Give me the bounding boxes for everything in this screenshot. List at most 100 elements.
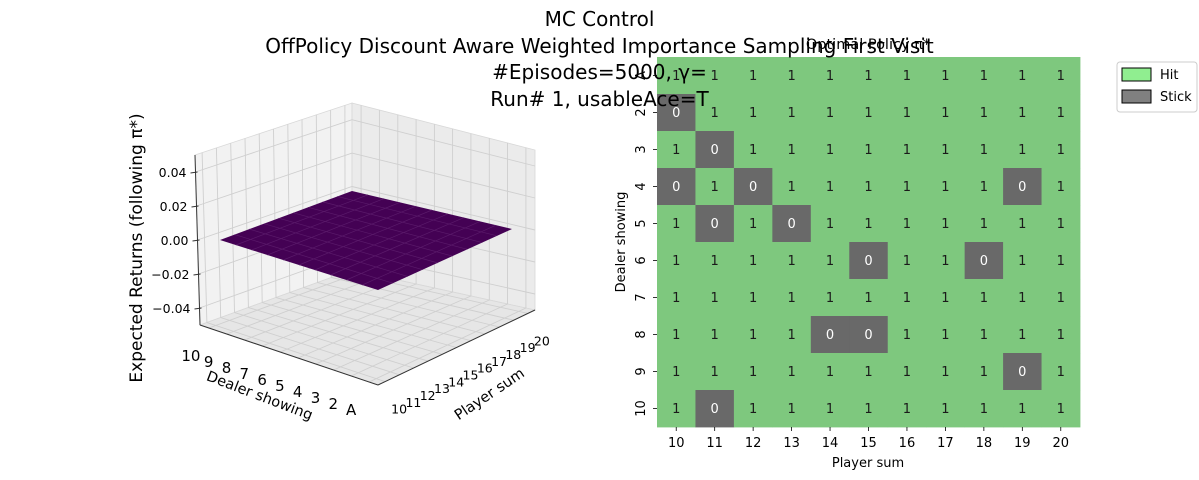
heatmap-cell-label: 1 — [980, 69, 988, 84]
heatmap-cell-label: 1 — [826, 365, 834, 380]
heatmap-cell-label: 1 — [749, 291, 757, 306]
heatmap-cell — [772, 205, 812, 243]
heatmap-cell — [695, 131, 735, 169]
heatmap-cell-label: 1 — [826, 402, 834, 417]
heatmap-cell-label: 1 — [749, 106, 757, 121]
heatmap-cell-label: 0 — [672, 106, 680, 121]
x-gridline — [287, 124, 471, 342]
heatmap-cell — [849, 316, 889, 354]
heatmap-cell — [1041, 390, 1081, 428]
heatmap-cell-label: 0 — [980, 254, 988, 269]
heatmap-cell — [849, 205, 889, 243]
heatmap-cell-label: 1 — [749, 143, 757, 158]
heatmap-cell-label: 1 — [903, 254, 911, 269]
heatmap-cell — [849, 390, 889, 428]
y-gridline — [315, 133, 472, 365]
x-tick-label-3d: 19 — [520, 340, 536, 355]
heatmap-cell-label: 1 — [941, 402, 949, 417]
heatmap-cell-label: 1 — [749, 69, 757, 84]
x-tick-label-3d: 20 — [534, 333, 550, 348]
heatmap-cell — [1003, 316, 1042, 354]
heatmap-cell — [657, 131, 696, 169]
heatmap-cell-label: 1 — [1018, 217, 1026, 232]
heatmap-cell-label: 1 — [903, 328, 911, 343]
x-gridline — [244, 138, 429, 362]
heatmap-cell-label: 0 — [1018, 365, 1026, 380]
z-gridline — [197, 186, 536, 241]
heatmap-cell — [887, 205, 927, 243]
x-gridline — [315, 114, 500, 328]
heatmap-cell-label: 1 — [1018, 328, 1026, 343]
surface-wire — [283, 205, 417, 261]
heatmap-cell-label: 1 — [672, 217, 680, 232]
heatmap-cell — [1003, 353, 1042, 391]
heatmap-cell-label: 1 — [826, 217, 834, 232]
legend-swatch-stick — [1121, 89, 1152, 104]
heatmap-cell-label: 1 — [941, 180, 949, 195]
heatmap-cell-label: 1 — [941, 291, 949, 306]
heatmap-cell-label: 1 — [903, 180, 911, 195]
heatmap-cell-label: 1 — [711, 328, 719, 343]
heatmap-cell-label: 1 — [787, 180, 795, 195]
heatmap-x-tick-label: 10 — [668, 436, 685, 451]
heatmap-cell-label: 1 — [864, 365, 872, 380]
heatmap-cell-label: 1 — [941, 217, 949, 232]
legend-swatch-hit — [1121, 67, 1152, 82]
heatmap-cell — [964, 131, 1004, 169]
heatmap-cell-label: 1 — [749, 328, 757, 343]
heatmap-cell-label: 1 — [787, 402, 795, 417]
z-gridline — [196, 152, 536, 207]
heatmap-cell — [887, 131, 927, 169]
policy-heatmap: Optimal Policy π* Player sum Dealer show… — [614, 37, 1081, 471]
x-tick-label-3d: 16 — [477, 361, 493, 376]
heatmap-cell-label: 1 — [787, 143, 795, 158]
heatmap-cell-label: 1 — [1018, 291, 1026, 306]
heatmap-cell — [772, 316, 812, 354]
heatmap-cell — [964, 316, 1004, 354]
heatmap-cell — [849, 131, 889, 169]
heatmap-cell-label: 1 — [903, 106, 911, 121]
heatmap-cell — [810, 131, 850, 169]
z-tick — [192, 239, 200, 242]
heatmap-cell-label: 1 — [826, 143, 834, 158]
surface-wire — [278, 217, 438, 264]
heatmap-cell-label: 1 — [711, 291, 719, 306]
y-tick-label-3d: 8 — [222, 359, 232, 377]
heatmap-cell — [1003, 94, 1042, 132]
heatmap-cell — [926, 279, 966, 317]
heatmap-cell — [810, 205, 850, 243]
heatmap-cell — [926, 94, 966, 132]
heatmap-cell-label: 1 — [1018, 143, 1026, 158]
heatmap-cell-label: 1 — [672, 69, 680, 84]
heatmap-cell-label: 1 — [787, 69, 795, 84]
y-tick-label-3d: 4 — [293, 383, 303, 401]
heatmap-cell — [849, 168, 889, 206]
heatmap-cell-label: 1 — [903, 291, 911, 306]
heatmap-cell-label: 1 — [672, 402, 680, 417]
heatmap-cell-label: 1 — [749, 254, 757, 269]
legend-label-hit: Hit — [1160, 68, 1178, 83]
heatmap-cell-label: 1 — [787, 106, 795, 121]
heatmap-cell-label: 1 — [980, 106, 988, 121]
heatmap-x-label: Player sum — [832, 456, 904, 471]
y-tick-label-3d: 3 — [311, 389, 321, 407]
heatmap-cell — [772, 390, 812, 428]
heatmap-cell — [926, 205, 966, 243]
z-tick — [193, 273, 201, 276]
heatmap-cell-label: 1 — [672, 365, 680, 380]
heatmap-cell-label: 1 — [672, 254, 680, 269]
heatmap-cell — [1041, 242, 1081, 280]
heatmap-cell-label: 1 — [672, 291, 680, 306]
heatmap-cell — [733, 57, 773, 95]
y-tick-label-3d: 10 — [181, 347, 200, 365]
heatmap-cell-label: 1 — [1057, 180, 1065, 195]
heatmap-cell — [964, 168, 1004, 206]
x-gridline — [215, 147, 400, 376]
heatmap-cell — [772, 242, 812, 280]
heatmap-cell — [887, 94, 927, 132]
heatmap-cell — [810, 242, 850, 280]
heatmap-cell — [695, 390, 735, 428]
heatmap-cell — [849, 353, 889, 391]
heatmap-cell — [657, 242, 696, 280]
heatmap-y-tick-label: 10 — [634, 400, 649, 417]
